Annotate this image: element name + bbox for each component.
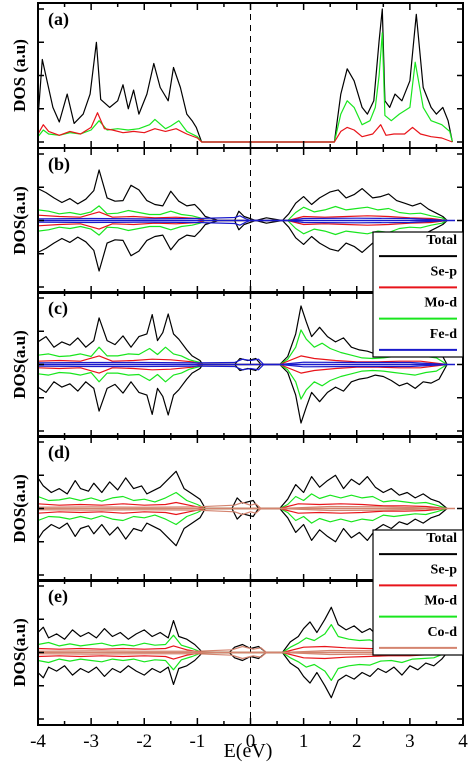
legend-1: Total Se-p Mo-d Fe-d bbox=[372, 231, 464, 358]
series-co-d-down bbox=[38, 651, 448, 660]
series-se-p-down bbox=[38, 219, 448, 230]
y-axis-label: DOS(a.u) bbox=[10, 330, 29, 398]
x-tick-label: 3 bbox=[405, 731, 415, 752]
panel-0-curves bbox=[38, 8, 453, 143]
y-axis-label: DOS(a.u) bbox=[10, 474, 29, 542]
series-fe-d-up bbox=[38, 215, 448, 222]
legend-label-total: Total bbox=[426, 531, 457, 546]
legend-label-se-p: Se-p bbox=[431, 264, 458, 279]
panel-2-curves bbox=[38, 305, 455, 424]
series-total-down bbox=[38, 507, 448, 547]
legend-box bbox=[372, 529, 464, 656]
series-total-up bbox=[38, 470, 448, 510]
panel-4: (e) DOS(a.u) bbox=[10, 579, 464, 726]
x-tick-label: -1 bbox=[189, 731, 205, 752]
y-axis-label: DOS (a.u) bbox=[10, 39, 29, 112]
series-fe-d-down bbox=[38, 219, 448, 226]
series-total-up bbox=[38, 169, 448, 222]
x-tick-label: -4 bbox=[30, 731, 46, 752]
x-tick-label: 2 bbox=[352, 731, 362, 752]
legend-label-mo-d: Mo-d bbox=[424, 296, 457, 311]
legend-label-fe-d: Fe-d bbox=[430, 327, 457, 342]
legend-box bbox=[372, 231, 464, 358]
series-se-p-up bbox=[38, 211, 448, 222]
panel-label: (d) bbox=[48, 442, 70, 463]
legend-3: Total Se-p Mo-d Co-d bbox=[372, 529, 464, 656]
series-co-d-up bbox=[38, 645, 448, 654]
legend-label-se-p: Se-p bbox=[431, 562, 458, 577]
y-axis-label: DOS(a.u) bbox=[10, 186, 29, 254]
panel-4-curves bbox=[38, 606, 455, 699]
panels-group: (a) DOS (a.u) (b) DOS(a.u) (c) DOS(a.u) (d) DOS… bbox=[10, 2, 464, 726]
series-total-down bbox=[38, 651, 448, 699]
x-tick-label: 4 bbox=[458, 731, 468, 752]
x-tick-label: 0 bbox=[246, 731, 256, 752]
legend-label-total: Total bbox=[426, 233, 457, 248]
series-co-d-down bbox=[38, 507, 448, 516]
x-tick-label: -2 bbox=[136, 731, 152, 752]
legend-label-mo-d: Mo-d bbox=[424, 594, 457, 609]
panel-3-curves bbox=[38, 470, 455, 547]
panel-label: (e) bbox=[48, 586, 68, 607]
series-total-up bbox=[38, 8, 453, 143]
series-se-p-up bbox=[38, 112, 453, 143]
x-axis-label: E(eV) bbox=[224, 740, 273, 762]
y-axis-label: DOS(a.u) bbox=[10, 618, 29, 686]
x-axis: -4 -3 -2 -1 0 1 2 3 4 bbox=[30, 731, 468, 752]
x-tick-label: -3 bbox=[83, 731, 99, 752]
series-fe-d-up bbox=[38, 358, 448, 366]
panel-0: (a) DOS (a.u) bbox=[10, 2, 464, 149]
panel-label: (b) bbox=[48, 154, 70, 175]
series-fe-d-down bbox=[38, 363, 448, 371]
series-mo-d-down bbox=[38, 651, 448, 682]
panel-1-curves bbox=[38, 169, 455, 272]
series-co-d-up bbox=[38, 501, 448, 510]
series-total-down bbox=[38, 363, 448, 424]
panel-label: (c) bbox=[48, 298, 68, 319]
x-tick-label: 1 bbox=[299, 731, 309, 752]
panel-label: (a) bbox=[48, 9, 69, 30]
legend-label-co-d: Co-d bbox=[427, 625, 457, 640]
